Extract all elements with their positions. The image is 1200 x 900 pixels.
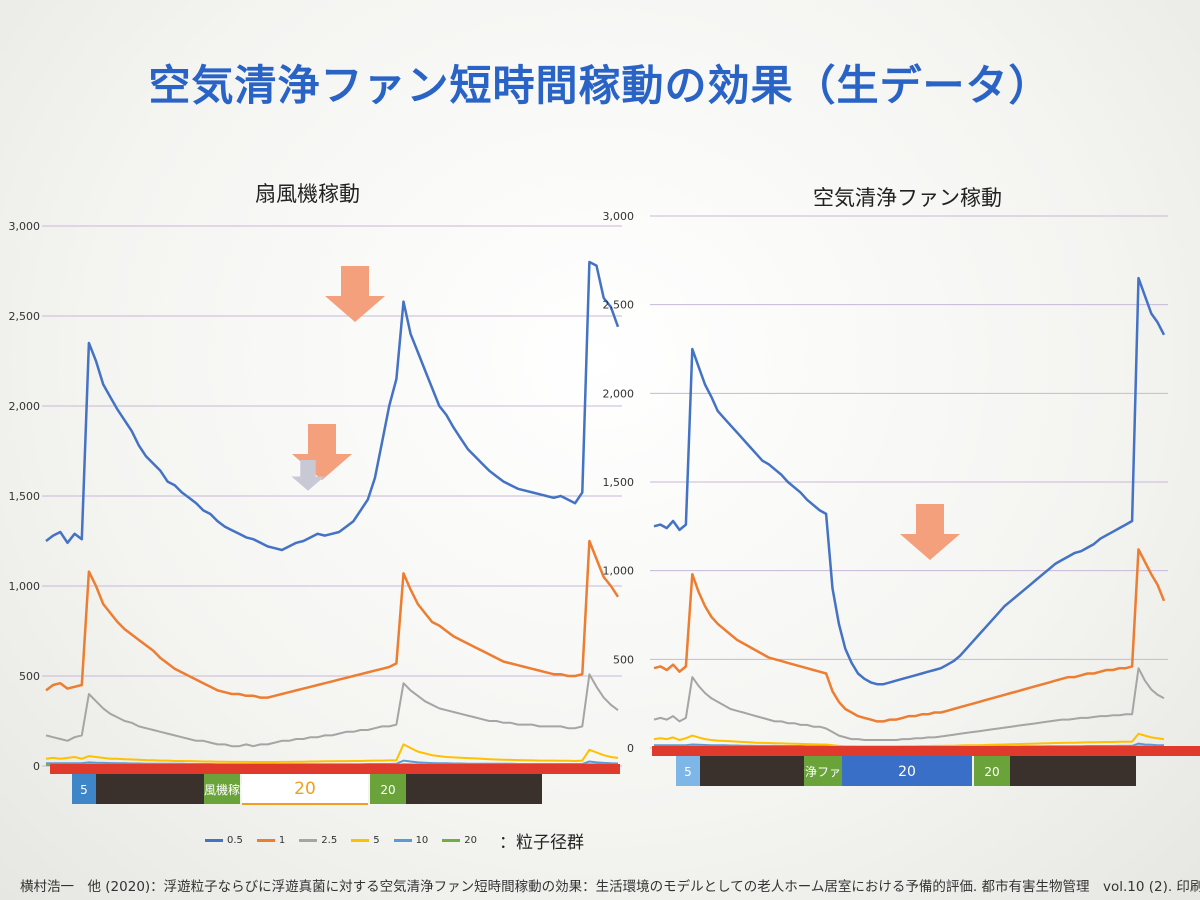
left-chart-title: 扇風機稼動 [255,182,360,206]
legend-label: 10 [415,835,429,846]
y-tick-label: 0 [627,742,634,755]
series-line-2_5 [653,667,1165,741]
y-tick-label: 2,000 [9,400,41,413]
down-arrow-icon [900,504,960,560]
y-tick-label: 1,500 [9,490,41,503]
chart-1: 05001,0001,5002,0002,5003,000520扇風機稼動202… [9,220,622,805]
legend-item: 1 [256,835,286,846]
legend-swatch [299,839,318,842]
down-arrow-icon [325,266,385,322]
y-tick-label: 500 [613,653,634,666]
phase-box [242,774,368,804]
right-chart-title: 空気清浄ファン稼動 [813,186,1002,210]
series-line-5 [45,743,619,763]
legend-label: 0.5 [227,835,243,846]
phase-box-dark [406,774,542,804]
timeline-red-bar [652,746,1200,756]
y-tick-label: 2,500 [9,310,41,323]
legend-label: 2.5 [321,835,338,846]
chart-2: 05001,0001,5002,0002,5003,000520空気清浄ファン稼… [603,210,1200,786]
legend-label: 1 [278,835,286,846]
slide-title: 空気清浄ファン短時間稼動の効果（生データ） [148,61,1052,110]
phase-box [974,756,1010,786]
phase-label: 20 [984,765,999,779]
phase-label: 扇風機稼動 [192,782,252,797]
series-line-2_5 [45,673,619,748]
legend-swatch [442,839,461,842]
phase-label: 5 [80,783,88,797]
phase-label: 20 [380,783,395,797]
citation: 横村浩一 他 (2020)：浮遊粒子ならびに浮遊真菌に対する空気清浄ファン短時間… [20,879,1200,895]
y-tick-label: 2,000 [603,387,635,400]
phase-box-dark [1010,756,1136,786]
legend-note: ：粒子径群 [499,833,585,853]
series-line-0_5 [653,276,1166,686]
legend-item: 0.5 [205,835,243,846]
legend-swatch [393,839,412,842]
y-tick-label: 1,000 [603,565,635,578]
y-tick-label: 2,500 [603,299,635,312]
legend-swatch [205,839,223,842]
legend-item: 2.5 [299,835,337,846]
phase-label: 20 [294,779,316,799]
phase-label: 5 [684,765,692,779]
phase-box [842,756,972,786]
phase-box [72,774,96,804]
phase-box-dark [700,756,804,786]
timeline-red-bar [50,764,620,774]
y-tick-label: 1,000 [9,580,41,593]
y-tick-label: 3,000 [603,210,635,223]
legend-label: 5 [373,835,380,846]
legend-swatch [351,839,370,842]
y-tick-label: 3,000 [9,220,41,233]
phase-box [370,774,406,804]
legend-item: 5 [351,835,380,846]
down-arrow-gray-icon [291,460,325,491]
legend-swatch [256,839,275,842]
phase-box [204,774,240,804]
phase-label: 20 [898,764,916,780]
phase-box-dark [96,774,204,804]
legend-item: 20 [442,835,477,846]
phase-box [676,756,700,786]
series-line-0_5 [45,260,620,552]
series-line-1 [45,539,620,699]
y-tick-label: 1,500 [603,476,635,489]
y-tick-label: 0 [33,760,40,773]
legend: 0.5 1 2.5 5 10 20 ：粒子径群 [205,828,584,853]
phase-box [804,756,842,786]
legend-item: 10 [393,835,429,846]
series-line-1 [653,548,1166,723]
y-tick-label: 500 [19,670,40,683]
legend-label: 20 [464,835,478,846]
